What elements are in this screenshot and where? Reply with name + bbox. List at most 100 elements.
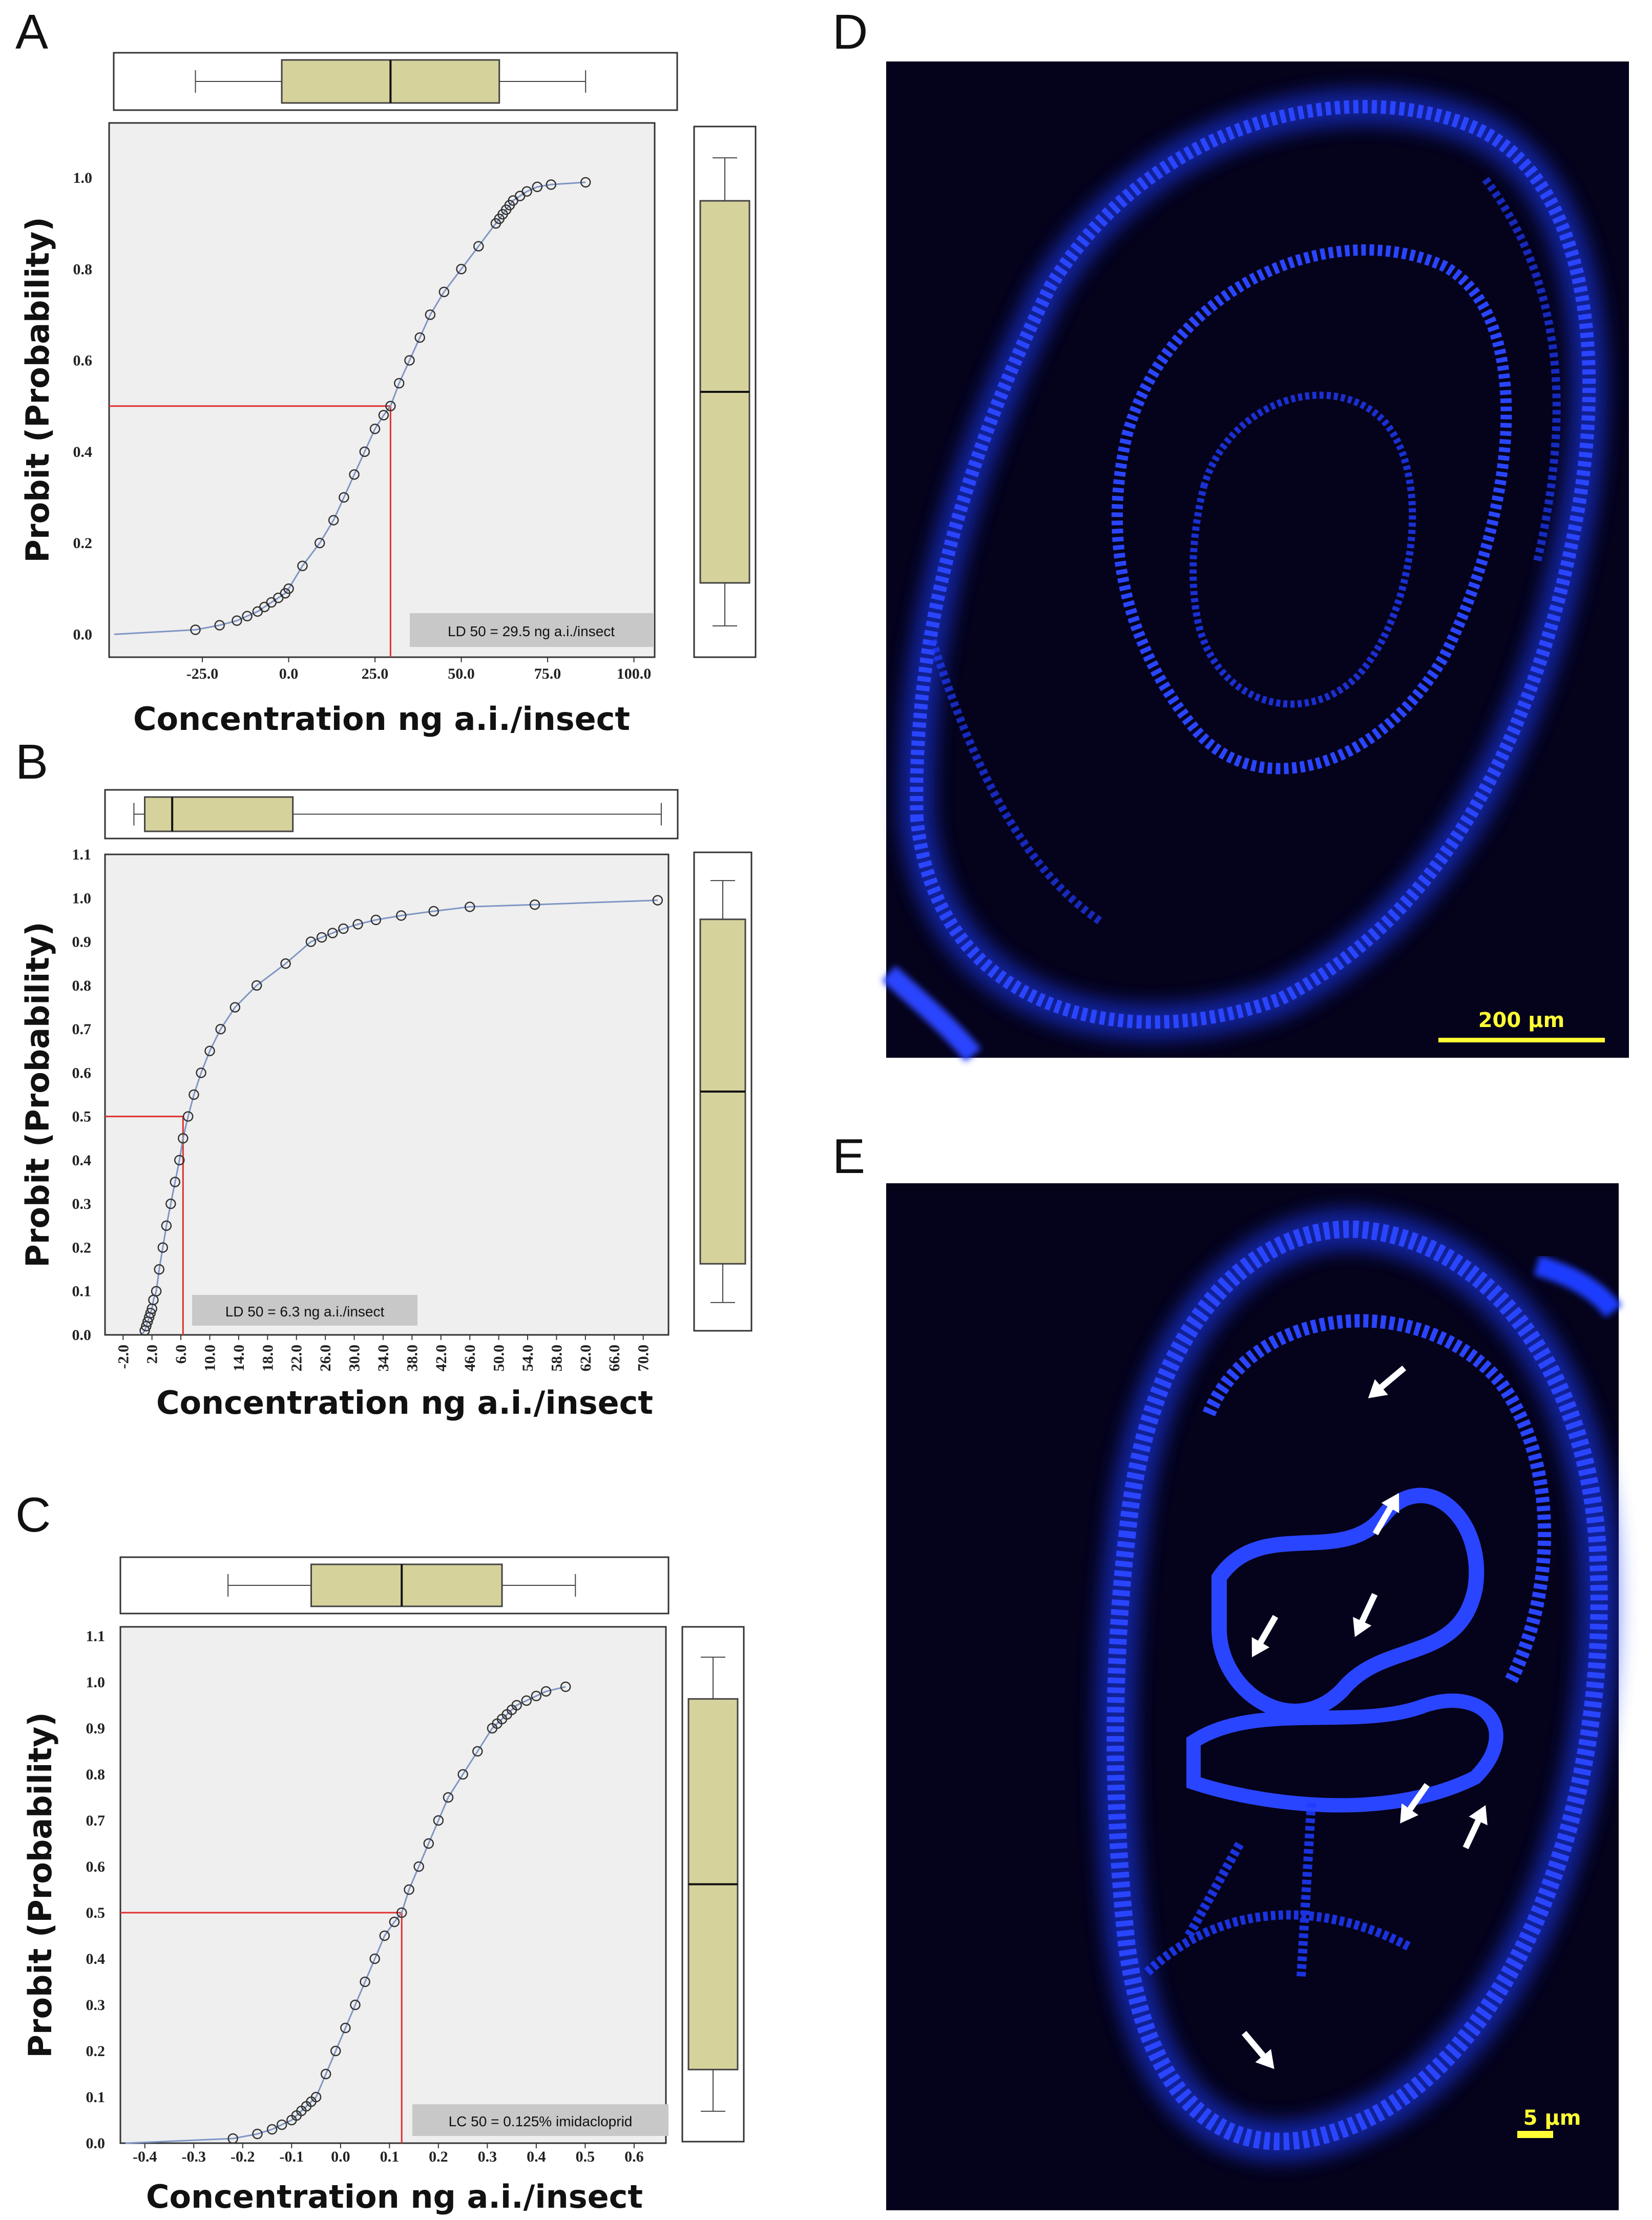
data-point [204,1045,215,1056]
arrow-icon [1241,2030,1274,2069]
ld50-annotation-box [192,1295,417,1326]
x-tick-label: 2.0 [144,1345,161,1364]
y-tick-label: 0.8 [86,1766,106,1783]
x-tick-label: -25.0 [186,665,219,682]
data-point [349,469,360,480]
data-point [320,2068,331,2080]
data-point [385,401,396,411]
data-point [154,1264,165,1275]
micrograph-background [886,61,1629,1058]
data-point [360,1976,370,1987]
data-point [350,1999,361,2010]
panel-letter-d: D [832,5,868,59]
data-point [369,424,381,434]
x-tick-label: -2.0 [115,1345,132,1369]
arrow-icon [1353,1593,1378,1637]
y-tick-label: 0.9 [86,1720,106,1737]
lc50-annotation: LC 50 = 0.125% imidacloprid [449,2113,633,2129]
arrow-icon [1400,1783,1430,1824]
y-tick-label: 0.1 [72,1283,92,1300]
probit-curve [141,899,658,1335]
data-point [280,958,291,969]
data-point [414,332,425,343]
x-tick-label: 30.0 [346,1345,363,1372]
data-point [170,1177,181,1187]
probit-chart-a: Concentration ng a.i./insect Probit (Pro… [19,52,757,738]
x-tick-label: -0.4 [133,2148,157,2165]
x-tick-label: 54.0 [519,1345,536,1372]
x-tick-label: 34.0 [375,1345,392,1372]
y-axis-label: Probit (Probability) [19,217,56,562]
y-tick-label: 0.3 [72,1196,92,1212]
data-point [652,895,663,906]
arrow-markers [1241,1365,1488,2069]
data-point [327,928,338,938]
x-tick-label: 38.0 [404,1345,421,1372]
x-tick-label: 0.3 [478,2148,497,2165]
data-point [339,492,349,503]
y-tick-label: 0.2 [72,1239,92,1256]
data-point [196,1067,206,1078]
y-tick-label: 0.6 [73,352,93,369]
data-point [182,1111,194,1122]
data-point [529,899,540,910]
inner-tissue-ring [1111,244,1512,774]
data-point [428,906,439,917]
y-tick-label: 0.5 [86,1904,106,1921]
data-point [151,1286,162,1296]
x-tick-label: 70.0 [635,1345,652,1372]
y-axis-label: Probit (Probability) [19,921,56,1267]
data-point [242,611,253,622]
data-point [560,1681,571,1692]
data-point [174,1155,185,1166]
data-point [314,537,325,549]
upper-tissue-fold [1202,1314,1552,1683]
bright-edge [1534,1255,1622,1318]
data-point [227,2133,238,2144]
data-point [369,1953,380,1964]
confocal-cross-section-image [1095,1208,1622,2162]
ld50-annotation-box [410,613,653,647]
data-point [379,1930,390,1941]
x-axis-label: Concentration ng a.i./insect [133,700,630,738]
data-point [252,2128,263,2140]
data-point [266,2124,278,2135]
data-point [214,620,225,631]
micrograph-e: 5 µm [886,1183,1622,2210]
data-point [404,1884,414,1895]
y-tick-label: 0.0 [72,1327,92,1344]
x-tick-label: 26.0 [317,1345,334,1372]
data-point [229,1002,241,1013]
plot-area [119,1626,667,2144]
y-tick-label: 1.0 [72,890,92,907]
data-point [161,1220,172,1231]
data-point [472,1746,483,1757]
y-tick-label: 0.7 [86,1812,106,1829]
arrow-icon [1368,1365,1407,1398]
x-tick-label: 100.0 [617,665,652,682]
x-tick-label: 46.0 [462,1345,478,1372]
data-point [540,1686,552,1697]
probit-chart-b: Concentration ng a.i./insect Probit (Pro… [19,789,752,1421]
data-point [438,286,450,298]
data-point [189,1089,199,1100]
marginal-box-x [310,1563,503,1607]
x-axis-label: Concentration ng a.i./insect [146,2178,643,2215]
scale-bar [1438,1038,1605,1042]
bright-edge [882,966,981,1062]
data-point [338,923,349,934]
x-tick-label: 58.0 [548,1345,565,1372]
arrow-icon [1462,1805,1488,1850]
x-tick-label: 0.0 [279,665,299,682]
x-tick-label: 0.5 [576,2148,595,2165]
data-point [370,914,382,926]
data-point [359,446,370,457]
data-point [389,1916,400,1928]
data-point [276,2119,287,2130]
data-point [190,624,201,635]
data-point [352,919,363,930]
data-point [511,1700,522,1711]
data-point [425,309,436,320]
micrograph-d: 200 µm [882,61,1629,1062]
x-tick-label: 0.6 [624,2148,644,2165]
